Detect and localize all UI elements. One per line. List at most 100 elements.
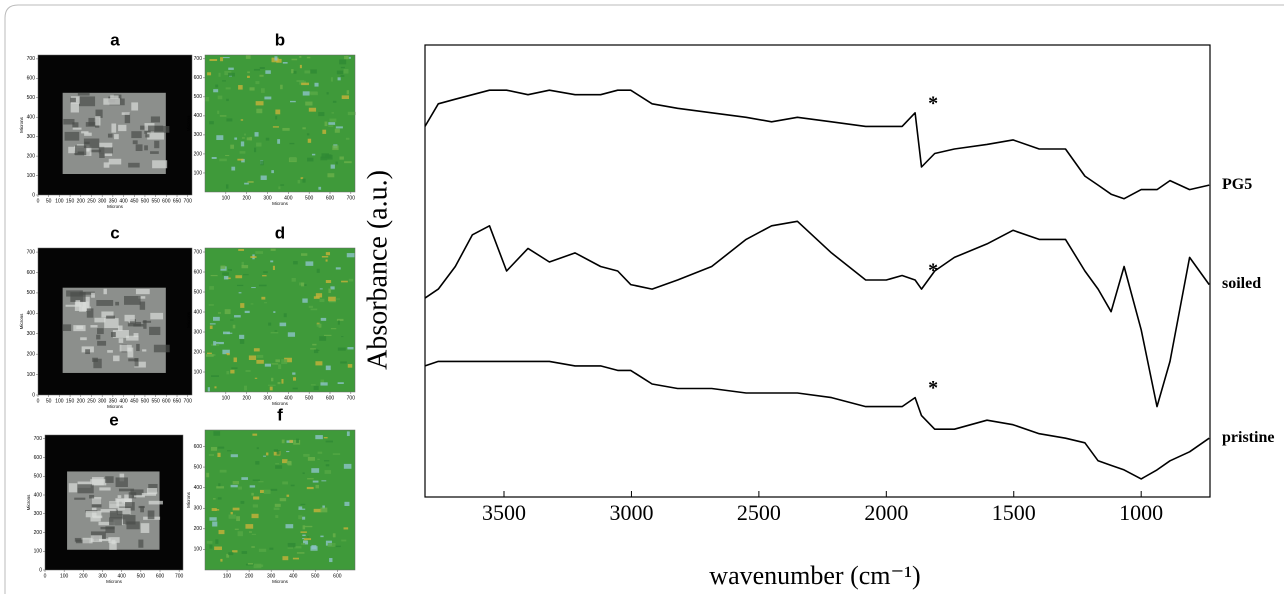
micrograph-texture [129, 319, 136, 324]
panel-y-tick-label: 300 [27, 331, 36, 337]
panel-x-tick-label: 400 [289, 573, 298, 579]
micrograph-texture [95, 116, 101, 126]
chemical-map-texture [282, 459, 288, 464]
chemical-map-texture [324, 470, 332, 474]
chemical-map-texture [320, 379, 325, 385]
chemical-map-texture [319, 288, 323, 290]
x-tick-label: 2000 [864, 500, 908, 525]
chemical-map-texture [291, 278, 296, 282]
panel-y-tick-label: 400 [34, 492, 43, 498]
micrograph-texture [64, 131, 80, 141]
chemical-map-texture [218, 529, 225, 535]
chemical-map-texture [245, 524, 254, 529]
chemical-map-texture [258, 284, 267, 287]
chemical-map-texture [294, 546, 302, 549]
micrograph-texture [105, 476, 114, 483]
chemical-map-texture [270, 488, 278, 491]
chemical-map-texture [330, 328, 337, 330]
panel: d 100 200 300 400 500 600 700 100 200 300 400 500 600… [186, 223, 356, 406]
panel-y-tick-label: 600 [34, 455, 43, 461]
chemical-map-texture [284, 357, 292, 363]
chemical-map-texture [231, 166, 236, 171]
micrograph-texture [79, 291, 95, 295]
chemical-map-texture [276, 450, 280, 455]
panel-y-tick-label: 500 [194, 464, 203, 470]
chemical-map-texture [259, 74, 264, 77]
chemical-map-texture [253, 496, 260, 500]
chemical-map-texture [332, 100, 337, 103]
chemical-map-texture [238, 249, 245, 251]
chemical-map-texture [326, 92, 329, 95]
chemical-map-texture [302, 298, 308, 303]
panel-y-label: Microns [186, 491, 191, 508]
chemical-map-texture [332, 145, 339, 151]
micrograph-texture [138, 505, 145, 509]
micrograph-texture [124, 113, 131, 124]
panel-y-tick-label: 500 [194, 94, 203, 100]
chemical-map-texture [306, 56, 311, 59]
chemical-map-texture [325, 280, 332, 284]
micrograph-texture [88, 149, 102, 153]
chemical-map-texture [236, 284, 244, 287]
chemical-map-texture [339, 156, 344, 160]
chemical-map-texture [260, 175, 267, 180]
chemical-map-texture [302, 472, 305, 475]
micrograph-texture [85, 510, 102, 518]
micrograph-texture [144, 145, 148, 151]
chemical-map-texture [320, 156, 328, 161]
panel-x-tick-label: 300 [98, 398, 107, 404]
panel-y-tick-label: 500 [194, 289, 203, 295]
micrograph-texture [106, 315, 115, 319]
panel-x-tick-label: 500 [305, 195, 314, 201]
panel: a0 50 100 150 200 250 300 350 400 450 500 550 600 650… [19, 30, 193, 209]
chemical-map-texture [321, 480, 327, 482]
micrograph-texture [93, 358, 102, 369]
chemical-map-texture [209, 59, 218, 62]
chemical-map-texture [306, 536, 310, 538]
micrograph-texture [118, 338, 124, 343]
panel-y-tick-label: 0 [32, 192, 35, 198]
chemical-map-texture [318, 112, 325, 117]
chemical-map-texture [336, 318, 344, 322]
micrograph-texture [96, 299, 114, 306]
chemical-map-texture [314, 82, 319, 87]
chemical-map-texture [274, 503, 281, 507]
chemical-map-texture [258, 548, 267, 552]
micrograph-texture [62, 324, 72, 331]
chemical-map-texture [213, 341, 217, 346]
chemical-map [205, 248, 355, 392]
chemical-map-texture [329, 558, 333, 563]
chemical-map-texture [313, 349, 319, 354]
micrograph-texture [86, 308, 94, 318]
chemical-map-texture [241, 158, 245, 163]
micrograph-texture [117, 508, 131, 515]
chemical-map-texture [217, 497, 222, 500]
chemical-map-texture [281, 378, 284, 384]
micrograph-texture [154, 140, 160, 149]
chemical-map-texture [205, 96, 210, 102]
chemical-map-texture [238, 85, 243, 90]
chemical-map-texture [267, 384, 276, 386]
chemical-map-texture [302, 127, 306, 130]
panel-y-tick-label: 600 [194, 75, 203, 81]
chemical-map-texture [292, 377, 297, 381]
micrograph-texture [132, 140, 138, 145]
panel-x-tick-label: 250 [87, 198, 96, 204]
chemical-map-texture [287, 542, 296, 548]
micrograph-texture [94, 317, 106, 323]
panel-x-tick-label: 100 [55, 398, 64, 404]
panel-y-tick-label: 300 [34, 511, 43, 517]
chemical-map-texture [241, 137, 245, 139]
panel-y-label: Microns [26, 494, 31, 511]
micrograph-texture [142, 320, 152, 323]
chemical-map-texture [301, 543, 306, 545]
chemical-map-texture [219, 469, 227, 473]
micrograph-texture [147, 132, 165, 140]
micrograph-texture [128, 492, 137, 499]
chemical-map-texture [210, 274, 218, 277]
chemical-map-texture [239, 339, 245, 344]
chemical-map-texture [266, 452, 269, 456]
panel-y-tick-label: 400 [194, 309, 203, 315]
chemical-map-texture [232, 324, 236, 329]
chemical-map-texture [343, 463, 352, 469]
